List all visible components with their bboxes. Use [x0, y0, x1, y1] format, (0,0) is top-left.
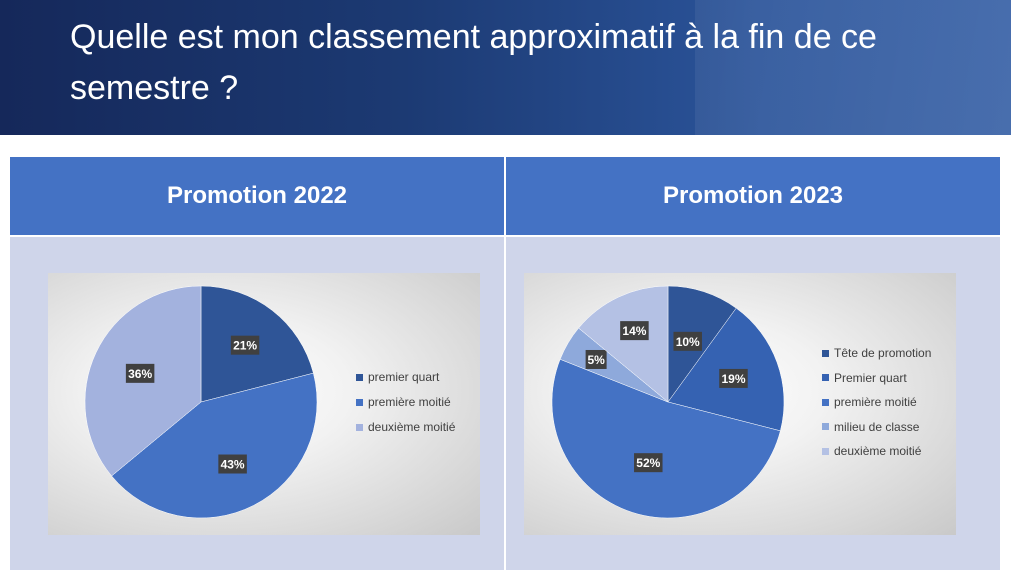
pie-slice [578, 285, 669, 403]
chart-cell: 21% 43% 36% premier quart première moitié de… [10, 237, 504, 570]
column-header: Promotion 2023 [506, 157, 1000, 235]
pie-chart-2023: 10% 19% 52% 5% 14% [551, 285, 785, 519]
legend-swatch [356, 423, 363, 431]
data-label: 19% [719, 368, 748, 388]
data-label-box [218, 454, 247, 474]
legend-item: premier quart [356, 370, 439, 384]
data-label-box [620, 321, 649, 341]
comparison-table: Promotion 2022 21% 43% 36% premier quart pr… [10, 157, 1000, 570]
data-label: 36% [125, 363, 155, 383]
data-label-box [585, 349, 607, 369]
legend-label: première moitié [834, 395, 917, 409]
data-label-text: 19% [721, 372, 745, 386]
data-label-text: 5% [587, 353, 605, 367]
data-label-text: 52% [636, 456, 660, 470]
chart-legend: Tête de promotion Premier quart première m… [822, 346, 947, 469]
data-label: 43% [218, 454, 247, 474]
chart-area: 21% 43% 36% premier quart première moitié de… [48, 273, 480, 535]
data-label-text: 43% [221, 458, 245, 472]
data-label-text: 10% [676, 335, 700, 349]
legend-swatch [822, 447, 829, 455]
column-header: Promotion 2022 [10, 157, 504, 235]
column-2023: Promotion 2023 10% 19% 52% 5% 14% Tête de pr… [506, 157, 1000, 570]
legend-swatch [356, 398, 363, 406]
data-label-box [673, 331, 702, 351]
pie-chart-2022: 21% 43% 36% [84, 285, 318, 519]
chart-area: 10% 19% 52% 5% 14% Tête de promotion Premier … [524, 273, 956, 535]
data-label: 52% [634, 453, 663, 473]
column-2022: Promotion 2022 21% 43% 36% premier quart pr… [10, 157, 504, 570]
legend-label: deuxième moitié [368, 420, 456, 434]
legend-item: première moitié [356, 395, 451, 409]
legend-item: deuxième moitié [356, 420, 455, 434]
legend-swatch [822, 423, 829, 430]
data-label-box [125, 363, 155, 383]
legend-label: deuxième moitié [834, 444, 922, 458]
legend-label: premier quart [368, 370, 440, 384]
legend-label: première moitié [368, 395, 451, 409]
legend-swatch [822, 374, 829, 381]
data-label-box [719, 368, 748, 388]
pie-slice [551, 358, 781, 519]
data-label-text: 36% [128, 367, 152, 381]
data-label: 5% [585, 349, 607, 369]
banner-highlight [695, 0, 1011, 135]
legend-item: Tête de promotion [822, 346, 931, 360]
slide-title: Quelle est mon classement approximatif à… [70, 18, 877, 107]
chart-cell: 10% 19% 52% 5% 14% Tête de promotion Premier … [506, 237, 1000, 570]
legend-item: première moitié [822, 395, 917, 409]
title-banner: Quelle est mon classement approximatif à… [0, 0, 1011, 135]
legend-item: deuxième moitié [822, 444, 921, 458]
data-label: 14% [620, 321, 649, 341]
chart-legend: premier quart première moitié deuxième moi… [356, 370, 481, 445]
legend-label: Tête de promotion [834, 346, 932, 360]
legend-label: Premier quart [834, 370, 907, 385]
legend-swatch [356, 373, 363, 381]
legend-item: Premier quart [822, 371, 907, 385]
legend-swatch [822, 398, 829, 406]
legend-swatch [822, 349, 829, 357]
data-label-box [230, 335, 260, 355]
pie-slice [111, 372, 318, 519]
legend-item: milieu de classe [822, 420, 919, 434]
data-label-box [634, 453, 663, 473]
legend-label: milieu de classe [834, 419, 920, 434]
data-label-text: 21% [233, 339, 257, 353]
data-label: 21% [230, 335, 260, 355]
data-label: 10% [673, 331, 702, 351]
data-label-text: 14% [622, 324, 646, 338]
pie-slice [667, 285, 737, 403]
